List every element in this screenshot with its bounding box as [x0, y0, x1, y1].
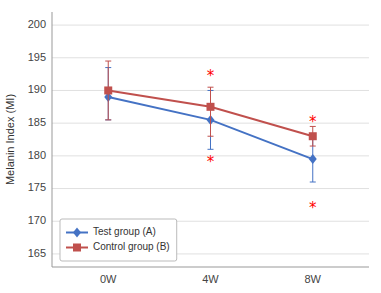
y-tick-label: 165	[28, 247, 46, 259]
grid-line	[52, 25, 369, 26]
y-axis	[52, 12, 53, 267]
grid-line	[52, 57, 369, 58]
y-tick-label: 175	[28, 181, 46, 193]
y-tick-label: 190	[28, 83, 46, 95]
x-tick-label: 0W	[100, 273, 117, 285]
series	[104, 68, 317, 182]
grid-line	[52, 188, 369, 189]
point	[309, 132, 317, 140]
y-tick-label: 185	[28, 116, 46, 128]
point	[309, 154, 317, 164]
annotation: *	[207, 153, 215, 171]
y-tick-label: 180	[28, 149, 46, 161]
x-tick-label: 4W	[202, 273, 219, 285]
y-tick-label: 195	[28, 51, 46, 63]
annotation: *	[207, 67, 215, 85]
point	[207, 103, 215, 111]
y-axis-label: Melanin Index (MI)	[4, 94, 16, 185]
annotation: *	[309, 199, 317, 217]
legend-marker	[73, 244, 81, 252]
legend-box	[60, 219, 177, 261]
x-tick-label: 8W	[305, 273, 322, 285]
legend-label: Test group (A)	[93, 226, 156, 237]
legend: Test group (A) Control group (B)	[60, 219, 177, 261]
series	[104, 61, 317, 146]
point	[104, 86, 112, 94]
y-tick-label: 200	[28, 18, 46, 30]
legend-marker	[73, 228, 81, 238]
chart: 165 170 175 180 185 190 195 200 0W 4W 8W Melanin In…	[0, 0, 381, 293]
error-bar	[208, 87, 214, 136]
legend-label: Control group (B)	[93, 241, 170, 252]
error-bar	[105, 61, 111, 120]
plot-area	[104, 61, 317, 182]
x-axis	[52, 267, 369, 268]
y-tick-label: 170	[28, 214, 46, 226]
annotation: *	[309, 113, 317, 131]
